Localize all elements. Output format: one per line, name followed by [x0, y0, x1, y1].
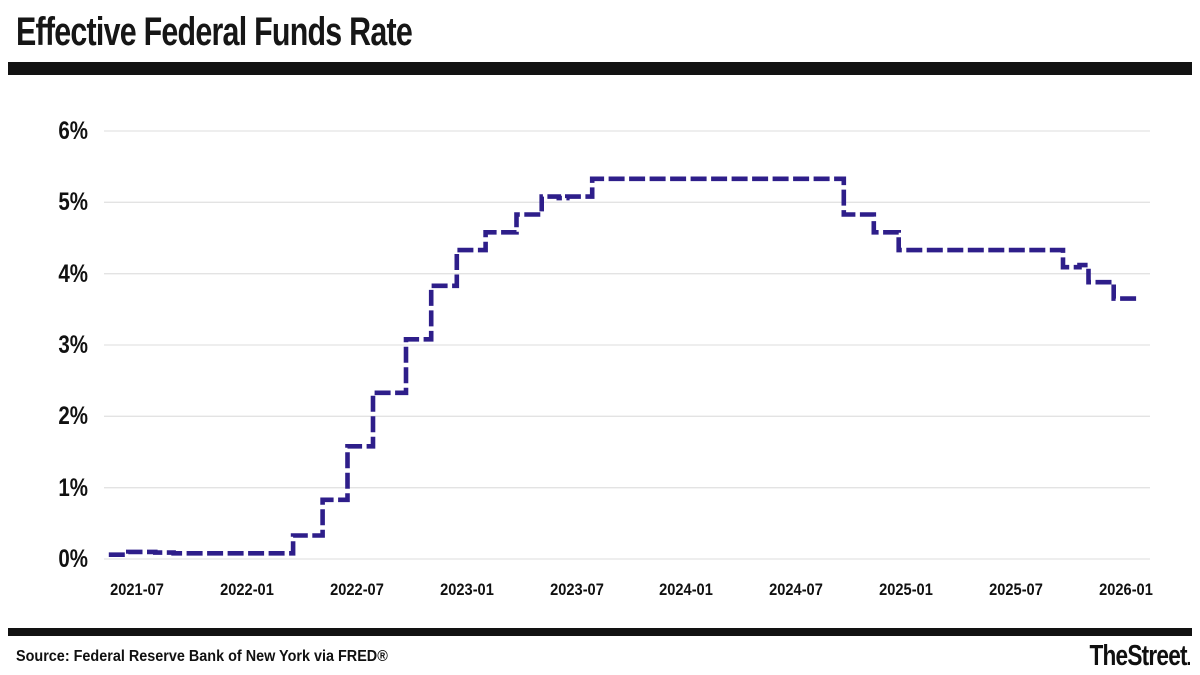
- x-axis-label: 2023-07: [549, 580, 604, 599]
- x-axis-label: 2022-01: [220, 580, 274, 599]
- x-axis-label: 2026-01: [1099, 580, 1153, 599]
- x-axis-label: 2023-01: [439, 580, 494, 599]
- page-title: Effective Federal Funds Rate: [16, 10, 413, 54]
- y-axis-label: 0%: [58, 545, 88, 573]
- x-axis-label: 2024-01: [659, 580, 714, 599]
- x-axis-label: 2021-07: [110, 580, 164, 599]
- thestreet-logo-text: TheStreet: [1089, 640, 1187, 672]
- thestreet-logo: TheStreet.: [1089, 640, 1191, 673]
- y-axis-label: 5%: [58, 188, 88, 217]
- y-axis-label: 6%: [58, 117, 88, 145]
- thestreet-logo-period: .: [1186, 648, 1190, 670]
- y-axis-label: 4%: [58, 259, 88, 288]
- x-axis-label: 2024-07: [769, 580, 824, 599]
- source-credit: Source: Federal Reserve Bank of New York…: [16, 648, 388, 665]
- y-axis-label: 1%: [58, 473, 88, 502]
- x-axis-label: 2025-01: [879, 580, 934, 599]
- y-axis-label: 2%: [58, 402, 88, 431]
- x-axis-label: 2022-07: [329, 580, 384, 599]
- x-axis-label: 2025-07: [989, 580, 1043, 599]
- header-divider-bar: [8, 62, 1192, 75]
- footer-divider-bar: [8, 628, 1192, 636]
- y-axis-label: 3%: [58, 331, 88, 359]
- effr-step-line: [108, 176, 1140, 557]
